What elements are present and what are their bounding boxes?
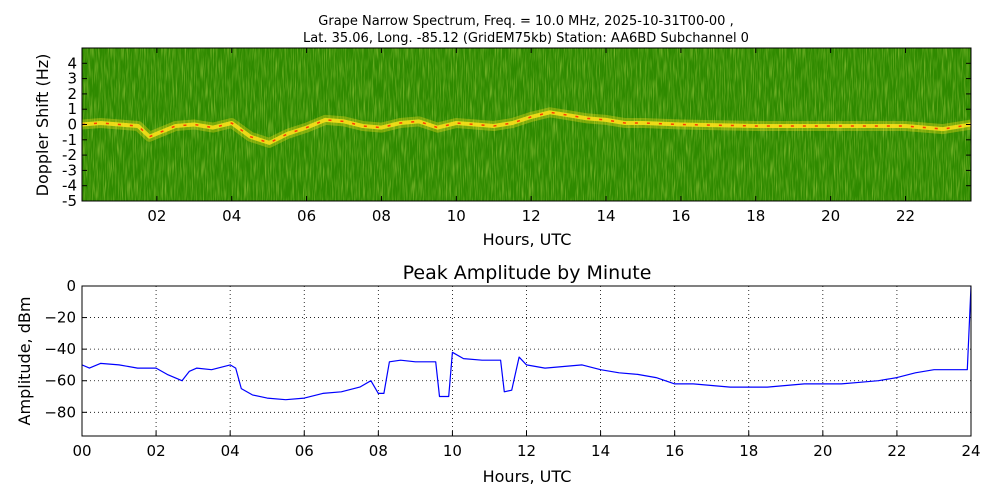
spectrogram-y-tick-label: -3 xyxy=(62,161,77,179)
spectrogram-x-label: Hours, UTC xyxy=(483,230,572,249)
amplitude-marks xyxy=(82,286,971,401)
amplitude-x-label: Hours, UTC xyxy=(483,467,572,486)
amplitude-line xyxy=(82,286,971,401)
spectrogram-x-tick-label: 18 xyxy=(746,207,765,225)
spectrogram-y-tick-label: -4 xyxy=(62,177,77,195)
amplitude-x-tick-label: 14 xyxy=(591,442,610,460)
amplitude-x-tick-label: 04 xyxy=(221,442,240,460)
amplitude-y-tick-label: −60 xyxy=(44,372,76,390)
spectrogram-y-tick-label: -5 xyxy=(62,192,77,210)
amplitude-y-ticks: 0 −20 −40 −60 −80 xyxy=(44,277,87,421)
amplitude-x-tick-label: 24 xyxy=(961,442,980,460)
amplitude-panel: Peak Amplitude by Minute 00 02 04 06 08 10 12 1… xyxy=(15,262,981,486)
spectrogram-x-ticks: 02 04 06 08 10 12 14 16 18 20 22 xyxy=(147,48,915,225)
amplitude-title: Peak Amplitude by Minute xyxy=(403,262,652,284)
doppler-trace xyxy=(82,110,971,145)
amplitude-y-label: Amplitude, dBm xyxy=(15,297,34,426)
spectrogram-x-tick-label: 14 xyxy=(596,207,615,225)
spectrogram-x-tick-label: 12 xyxy=(522,207,541,225)
spectrogram-y-tick-label: 3 xyxy=(67,70,77,88)
spectrogram-x-tick-label: 22 xyxy=(896,207,915,225)
spectrogram-x-tick-label: 16 xyxy=(671,207,690,225)
amplitude-x-tick-label: 08 xyxy=(369,442,388,460)
amplitude-y-tick-label: −20 xyxy=(44,309,76,327)
spectrogram-y-tick-label: 4 xyxy=(67,54,77,72)
spectrogram-x-tick-label: 08 xyxy=(372,207,391,225)
amplitude-plot-area xyxy=(82,286,971,436)
spectrogram-x-tick-label: 02 xyxy=(147,207,166,225)
spectrogram-y-tick-label: 2 xyxy=(67,85,77,103)
spectrogram-y-tick-label: 1 xyxy=(67,100,77,118)
spectrogram-y-label: Doppler Shift (Hz) xyxy=(33,54,52,197)
amplitude-x-tick-label: 20 xyxy=(813,442,832,460)
spectrogram-x-tick-label: 20 xyxy=(821,207,840,225)
figure-title-line2: Lat. 35.06, Long. -85.12 (GridEM75kb) St… xyxy=(303,31,749,46)
amplitude-y-tick-label: −80 xyxy=(44,403,76,421)
amplitude-x-tick-label: 12 xyxy=(517,442,536,460)
amplitude-x-tick-label: 18 xyxy=(739,442,758,460)
amplitude-y-tick-label: −40 xyxy=(44,340,76,358)
spectrogram-y-tick-label: -1 xyxy=(62,131,77,149)
amplitude-x-tick-label: 16 xyxy=(665,442,684,460)
amplitude-x-tick-label: 02 xyxy=(147,442,166,460)
amplitude-x-tick-label: 06 xyxy=(295,442,314,460)
spectrogram-x-tick-label: 10 xyxy=(447,207,466,225)
amplitude-x-tick-label: 00 xyxy=(72,442,91,460)
spectrogram-x-tick-label: 06 xyxy=(297,207,316,225)
amplitude-x-tick-label: 22 xyxy=(887,442,906,460)
amplitude-y-tick-label: 0 xyxy=(66,277,76,295)
figure-title-line1: Grape Narrow Spectrum, Freq. = 10.0 MHz,… xyxy=(318,14,733,29)
spectrogram-y-tick-label: -2 xyxy=(62,146,77,164)
spectrogram-y-tick-label: 0 xyxy=(67,116,77,134)
amplitude-x-ticks: 00 02 04 06 08 10 12 14 16 18 20 22 24 xyxy=(72,431,981,460)
spectrogram-x-tick-label: 04 xyxy=(222,207,241,225)
amplitude-x-tick-label: 10 xyxy=(443,442,462,460)
spectrogram-marks xyxy=(82,107,971,148)
